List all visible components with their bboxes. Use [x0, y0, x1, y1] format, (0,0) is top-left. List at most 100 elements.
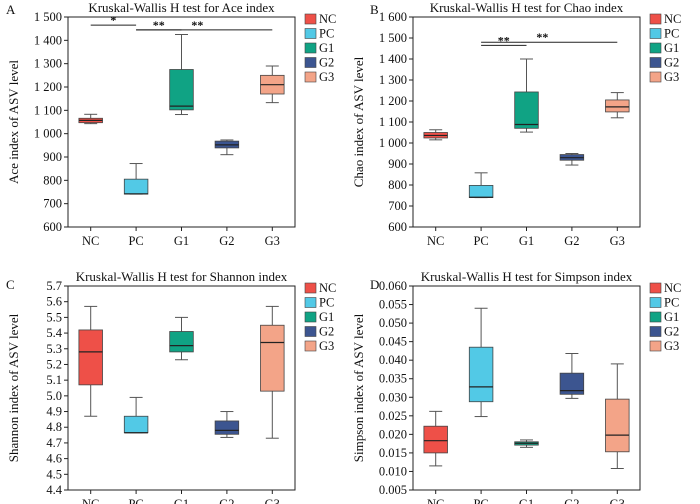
chart-panel-c: C Kruskal-Wallis H test for Shannon index… [6, 269, 336, 504]
chart-panel-a: A Kruskal-Wallis H test for Ace index Ace … [6, 0, 336, 248]
legend-swatch-g3 [304, 71, 317, 83]
y-tick-label: 700 [388, 199, 407, 213]
legend-label: G2 [664, 56, 679, 70]
legend-swatch-nc [304, 282, 317, 294]
legend-label: NC [319, 12, 336, 26]
significance-bracket: ** [481, 33, 527, 47]
y-axis-title: Chao index of ASV level [351, 56, 366, 187]
box-g3 [260, 305, 285, 439]
box-pc [123, 396, 149, 434]
y-tick-label: 900 [388, 157, 407, 171]
legend-label: NC [319, 281, 336, 295]
y-tick-label: 5.2 [46, 357, 62, 371]
x-tick-label: NC [82, 497, 99, 504]
y-tick-label: 0.020 [379, 427, 407, 441]
legend-swatch-pc [304, 297, 317, 308]
legend-label: G2 [319, 325, 334, 339]
y-axis-title: Shannon index of ASV level [6, 313, 21, 462]
box-nc [423, 410, 448, 467]
x-tick-label: PC [473, 234, 488, 248]
box-g3 [260, 65, 285, 104]
x-tick-label: G3 [265, 497, 280, 504]
chart-panel-b: B Kruskal-Wallis H test for Chao index Cha… [351, 0, 681, 248]
box-iqr [214, 420, 240, 435]
y-tick-label: 1 400 [379, 52, 407, 66]
box-iqr [605, 99, 630, 113]
panel-letter: C [6, 277, 15, 292]
y-tick-label: 0.040 [379, 353, 407, 367]
chart-panel-d: D Kruskal-Wallis H test for Simpson index… [351, 269, 681, 504]
y-tick-label: 5.5 [46, 310, 62, 324]
box-nc [78, 305, 103, 417]
legend-label: G1 [664, 310, 679, 324]
x-tick-label: G1 [519, 234, 534, 248]
box-iqr [123, 415, 149, 434]
y-tick-label: 0.005 [379, 483, 407, 497]
box-nc [78, 113, 103, 125]
box-pc [468, 172, 494, 199]
panel-letter: D [370, 277, 379, 292]
x-tick-label: G1 [519, 497, 534, 504]
legend-label: G3 [664, 339, 679, 353]
significance-label: ** [191, 18, 203, 32]
box-iqr [169, 331, 194, 353]
panel-letter: B [370, 2, 379, 17]
box-iqr [123, 178, 149, 195]
x-tick-label: G2 [564, 497, 579, 504]
legend-swatch-pc [304, 28, 317, 39]
y-tick-label: 4.6 [46, 452, 62, 466]
legend-label: G3 [319, 70, 334, 84]
x-tick-label: G2 [219, 234, 234, 248]
legend-swatch-g3 [304, 340, 317, 352]
panel-letter: A [6, 2, 16, 17]
y-tick-label: 0.030 [379, 390, 407, 404]
legend-label: PC [319, 27, 334, 41]
box-iqr [260, 324, 285, 392]
x-tick-label: G1 [174, 234, 189, 248]
box-g2 [214, 139, 240, 156]
y-tick-label: 1 200 [379, 94, 407, 108]
legend-label: PC [319, 296, 334, 310]
box-iqr [514, 91, 539, 129]
box-g3 [605, 92, 630, 119]
legend-swatch-g1 [649, 42, 662, 54]
y-tick-label: 5.3 [46, 342, 62, 356]
chart-title: Kruskal-Wallis H test for Simpson index [421, 269, 633, 284]
y-tick-label: 800 [43, 173, 62, 187]
legend-swatch-g1 [649, 311, 662, 323]
box-g1 [514, 439, 539, 448]
legend-swatch-g2 [649, 57, 662, 68]
x-tick-label: PC [128, 497, 143, 504]
box-pc [123, 163, 149, 195]
y-tick-label: 1 500 [34, 10, 62, 24]
significance-bracket: ** [481, 30, 618, 44]
y-tick-label: 800 [388, 178, 407, 192]
x-tick-label: PC [128, 234, 143, 248]
significance-label: ** [153, 18, 165, 32]
y-tick-label: 4.8 [46, 420, 62, 434]
y-tick-label: 600 [388, 220, 407, 234]
y-tick-label: 1 500 [379, 31, 407, 45]
legend-swatch-pc [649, 297, 662, 308]
legend-label: NC [664, 281, 681, 295]
box-g2 [559, 353, 585, 399]
x-tick-label: G3 [265, 234, 280, 248]
box-iqr [605, 398, 630, 453]
y-axis-title: Simpson index of ASV level [351, 313, 366, 462]
y-tick-label: 600 [43, 220, 62, 234]
y-tick-label: 5.7 [46, 279, 62, 293]
significance-bracket: ** [136, 18, 273, 32]
legend-label: G3 [319, 339, 334, 353]
legend-swatch-g1 [304, 42, 317, 54]
y-tick-label: 1 200 [34, 80, 62, 94]
box-iqr [423, 425, 448, 454]
x-tick-label: G3 [610, 497, 625, 504]
y-tick-label: 0.010 [379, 464, 407, 478]
y-tick-label: 0.045 [379, 335, 407, 349]
y-tick-label: 1 300 [34, 57, 62, 71]
box-iqr [559, 372, 585, 395]
plot-frame [412, 285, 641, 491]
